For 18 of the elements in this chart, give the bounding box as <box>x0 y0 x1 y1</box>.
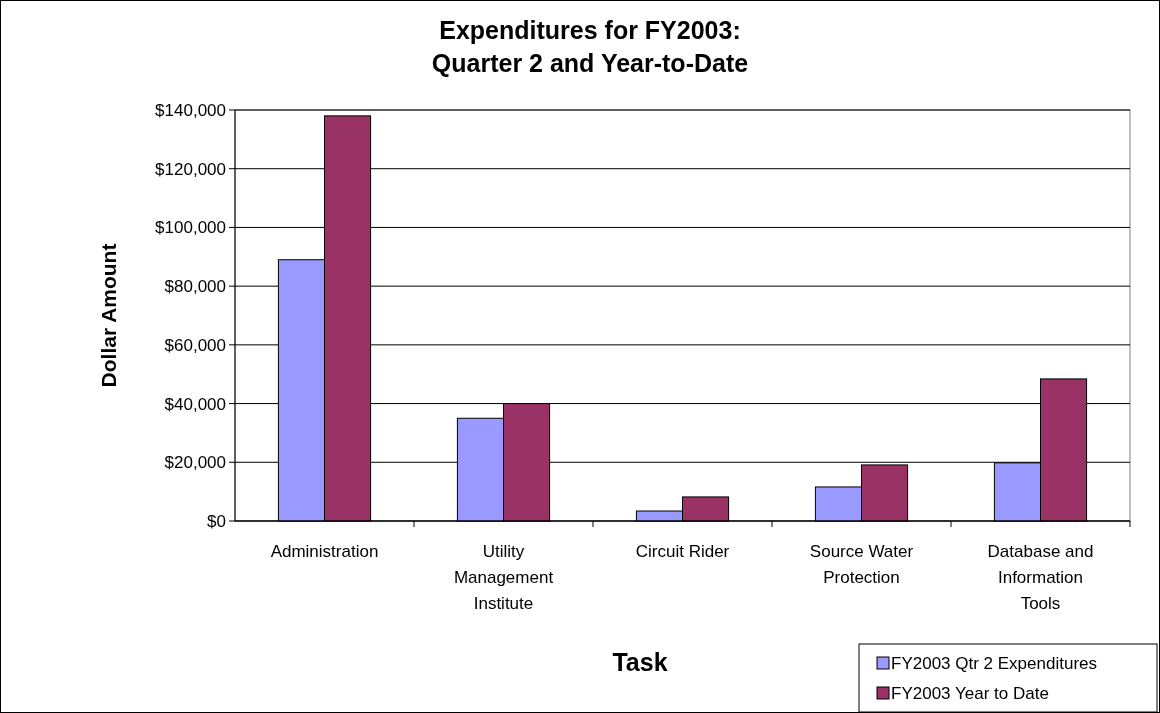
y-axis-title: Dollar Amount <box>97 243 120 388</box>
x-tick-label: Circuit Rider <box>635 542 730 561</box>
y-tick-label: $80,000 <box>164 277 226 297</box>
chart-title: Expenditures for FY2003: Quarter 2 and Year-to-Date <box>431 16 749 77</box>
y-tick-label: $100,000 <box>155 218 226 238</box>
x-tick-label: Database and Information Tools <box>987 542 1094 613</box>
x-tick-label: Source Water Protection <box>809 542 914 587</box>
x-tick-label: Administration <box>270 542 379 561</box>
y-tick-label: $0 <box>207 511 226 531</box>
y-tick-label: $60,000 <box>164 335 226 355</box>
x-axis-title: Task <box>612 648 668 676</box>
x-tick-label: Utility Management Institute <box>453 542 554 613</box>
y-tick-label: $20,000 <box>164 453 226 473</box>
y-tick-label: $140,000 <box>155 100 226 120</box>
legend-label: FY2003 Year to Date <box>891 683 1049 703</box>
y-tick-label: $120,000 <box>155 159 226 179</box>
y-tick-label: $40,000 <box>164 394 226 414</box>
legend-label: FY2003 Qtr 2 Expenditures <box>891 653 1098 673</box>
